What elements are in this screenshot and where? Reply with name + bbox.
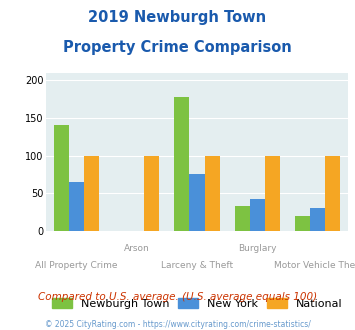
- Bar: [325, 155, 340, 231]
- Text: All Property Crime: All Property Crime: [35, 261, 118, 270]
- Text: Arson: Arson: [124, 244, 149, 253]
- Bar: [84, 155, 99, 231]
- Text: Property Crime Comparison: Property Crime Comparison: [63, 40, 292, 54]
- Text: © 2025 CityRating.com - https://www.cityrating.com/crime-statistics/: © 2025 CityRating.com - https://www.city…: [45, 320, 310, 329]
- Bar: [54, 125, 69, 231]
- Bar: [310, 208, 325, 231]
- Bar: [250, 199, 265, 231]
- Text: Motor Vehicle Theft: Motor Vehicle Theft: [274, 261, 355, 270]
- Text: 2019 Newburgh Town: 2019 Newburgh Town: [88, 10, 267, 25]
- Bar: [204, 155, 220, 231]
- Bar: [174, 97, 190, 231]
- Bar: [265, 155, 280, 231]
- Bar: [190, 175, 204, 231]
- Bar: [295, 216, 310, 231]
- Bar: [144, 155, 159, 231]
- Text: Compared to U.S. average. (U.S. average equals 100): Compared to U.S. average. (U.S. average …: [38, 292, 317, 302]
- Text: Burglary: Burglary: [238, 244, 277, 253]
- Legend: Newburgh Town, New York, National: Newburgh Town, New York, National: [47, 294, 347, 313]
- Text: Larceny & Theft: Larceny & Theft: [161, 261, 233, 270]
- Bar: [69, 182, 84, 231]
- Bar: [235, 206, 250, 231]
